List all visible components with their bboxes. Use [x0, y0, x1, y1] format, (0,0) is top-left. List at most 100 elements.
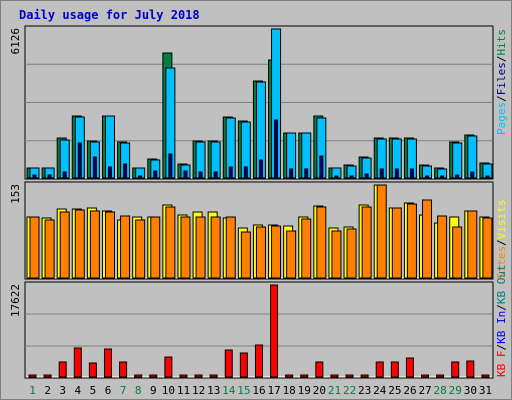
bar-kb-f	[390, 361, 399, 378]
bar-sites	[331, 230, 342, 279]
bar-pages	[32, 174, 37, 179]
bar-sites	[391, 207, 402, 279]
day-label: 9	[150, 384, 157, 397]
bar-sites	[74, 209, 85, 279]
bar-sites	[165, 206, 176, 279]
bar-sites	[89, 210, 100, 279]
bar-sites	[210, 216, 221, 279]
bar-kb-f	[451, 361, 460, 378]
bar-kb-f	[28, 374, 37, 378]
bar-pages	[198, 171, 203, 179]
day-label: 8	[135, 384, 142, 397]
bar-sites	[286, 230, 297, 279]
legend-entry: KB Out	[495, 264, 508, 304]
bar-sites	[361, 206, 372, 279]
day-label: 4	[75, 384, 82, 397]
legend-entry: Sites	[495, 246, 508, 279]
day-label: 27	[418, 384, 431, 397]
bar-kb-f	[43, 374, 52, 378]
bar-sites	[482, 217, 493, 279]
chart-title: Daily usage for July 2018	[19, 8, 200, 22]
bar-sites	[346, 228, 357, 279]
bar-pages	[92, 156, 97, 179]
bar-pages	[379, 168, 384, 179]
bar-pages	[47, 174, 52, 179]
bar-pages	[440, 175, 445, 179]
bar-kb-f	[58, 361, 67, 378]
day-label: 19	[298, 384, 311, 397]
bar-kb-f	[300, 374, 309, 378]
bar-sites	[240, 231, 251, 279]
bar-pages	[319, 155, 324, 179]
legend-entry: Files	[495, 62, 508, 95]
bar-kb-f	[270, 284, 279, 378]
bar-pages	[455, 174, 460, 179]
legend-entry: KB F	[495, 351, 508, 378]
bar-sites	[59, 211, 70, 279]
y-max-label: 153	[9, 184, 22, 204]
bar-pages	[334, 175, 339, 179]
bar-kb-f	[405, 357, 414, 378]
bar-kb-f	[179, 374, 188, 378]
bar-pages	[243, 166, 248, 179]
bar-pages	[62, 171, 67, 179]
bar-pages	[364, 173, 369, 179]
bar-kb-f	[119, 361, 128, 378]
day-label: 22	[343, 384, 356, 397]
bar-kb-f	[330, 374, 339, 378]
bar-sites	[301, 218, 312, 279]
day-label: 3	[59, 384, 66, 397]
legend-entry: KB In	[495, 311, 508, 344]
day-label: 21	[328, 384, 341, 397]
day-label: 12	[192, 384, 205, 397]
bar-pages	[470, 171, 475, 179]
day-label: 10	[162, 384, 175, 397]
day-label: 16	[252, 384, 265, 397]
day-label: 6	[105, 384, 112, 397]
bar-kb-f	[481, 374, 490, 378]
bar-kb-f	[360, 374, 369, 378]
day-label: 25	[388, 384, 401, 397]
bar-sites	[180, 216, 191, 279]
legend-entry: /	[495, 95, 508, 102]
bar-sites	[437, 215, 448, 279]
day-label: 31	[479, 384, 492, 397]
bar-pages	[289, 168, 294, 179]
bar-sites	[452, 226, 463, 279]
bar-pages	[107, 166, 112, 179]
day-label: 7	[120, 384, 127, 397]
bar-sites	[44, 219, 55, 279]
bar-sites	[29, 216, 40, 279]
day-label: 20	[313, 384, 326, 397]
bar-kb-f	[239, 352, 248, 378]
legend-entry: Pages	[495, 102, 508, 135]
bar-kb-f	[134, 374, 143, 378]
bar-pages	[213, 171, 218, 179]
legend-entry: Hits	[495, 29, 508, 56]
bar-kb-f	[436, 374, 445, 378]
day-label: 18	[283, 384, 296, 397]
bar-pages	[138, 175, 143, 179]
day-label: 5	[90, 384, 97, 397]
bar-pages	[228, 166, 233, 179]
day-label: 26	[403, 384, 416, 397]
bar-kb-f	[254, 344, 263, 378]
day-label: 14	[222, 384, 236, 397]
side-legend: KB F/KB In/KB Out	[495, 264, 508, 377]
bar-sites	[135, 219, 146, 279]
day-label: 15	[237, 384, 250, 397]
bar-sites	[316, 206, 327, 279]
day-label: 24	[373, 384, 387, 397]
legend-entry: /	[495, 344, 508, 351]
legend-entry: /	[495, 304, 508, 311]
day-label: 30	[464, 384, 477, 397]
bar-pages	[77, 142, 82, 179]
bar-sites	[120, 215, 131, 279]
bar-kb-f	[88, 362, 97, 378]
bar-sites	[104, 211, 115, 279]
bar-sites	[225, 216, 236, 279]
bar-sites	[271, 225, 282, 279]
bar-kb-f	[466, 360, 475, 378]
bar-pages	[304, 168, 309, 179]
